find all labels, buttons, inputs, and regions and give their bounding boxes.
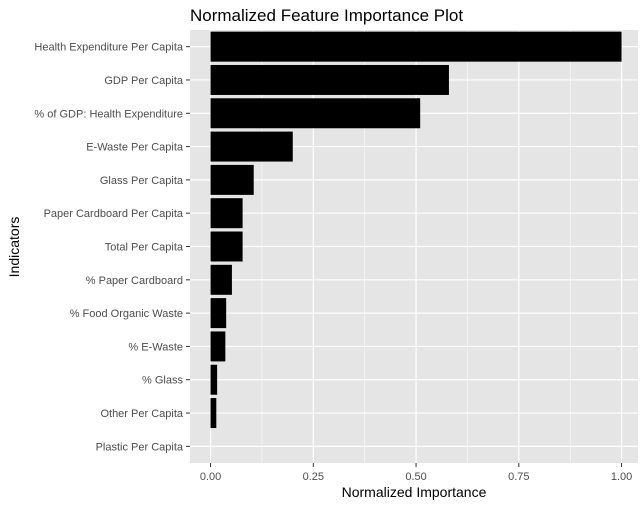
x-tick-label: 0.25	[303, 471, 324, 483]
bar	[210, 298, 227, 329]
bar	[210, 398, 217, 429]
x-tick-label: 0.00	[200, 471, 221, 483]
bar	[210, 164, 254, 195]
y-axis: Health Expenditure Per Capita GDP Per Cap…	[34, 42, 190, 453]
y-axis-title: Indicators	[6, 217, 22, 278]
y-tick-label: E-Waste Per Capita	[86, 142, 184, 154]
y-tick-label: Health Expenditure Per Capita	[34, 42, 183, 54]
x-axis-title: Normalized Importance	[342, 484, 487, 500]
x-tick-label: 1.00	[611, 471, 632, 483]
x-tick-label: 0.50	[405, 471, 426, 483]
y-tick-label: Total Per Capita	[105, 242, 184, 254]
bar	[210, 331, 226, 362]
y-tick-label: Glass Per Capita	[100, 175, 184, 187]
y-tick-label: % Paper Cardboard	[86, 275, 183, 287]
y-tick-label: Paper Cardboard Per Capita	[44, 208, 184, 220]
bar	[210, 231, 243, 262]
y-tick-label: % Food Organic Waste	[70, 308, 183, 320]
bar	[210, 264, 232, 295]
bars	[210, 31, 622, 429]
bar	[210, 131, 293, 162]
y-tick-label: % Glass	[142, 375, 183, 387]
y-tick-label: GDP Per Capita	[104, 75, 184, 87]
x-tick-label: 0.75	[508, 471, 529, 483]
chart-title: Normalized Feature Importance Plot	[190, 6, 463, 25]
bar	[210, 98, 421, 129]
y-tick-label: Plastic Per Capita	[96, 441, 184, 453]
y-tick-label: Other Per Capita	[100, 408, 183, 420]
bar	[210, 31, 622, 62]
x-axis: 0.00 0.25 0.50 0.75 1.00	[200, 463, 632, 483]
bar	[210, 364, 218, 395]
y-tick-label: % of GDP: Health Expenditure	[34, 108, 183, 120]
y-tick-label: % E-Waste	[128, 341, 183, 353]
bar	[210, 198, 243, 229]
bar	[210, 64, 449, 95]
